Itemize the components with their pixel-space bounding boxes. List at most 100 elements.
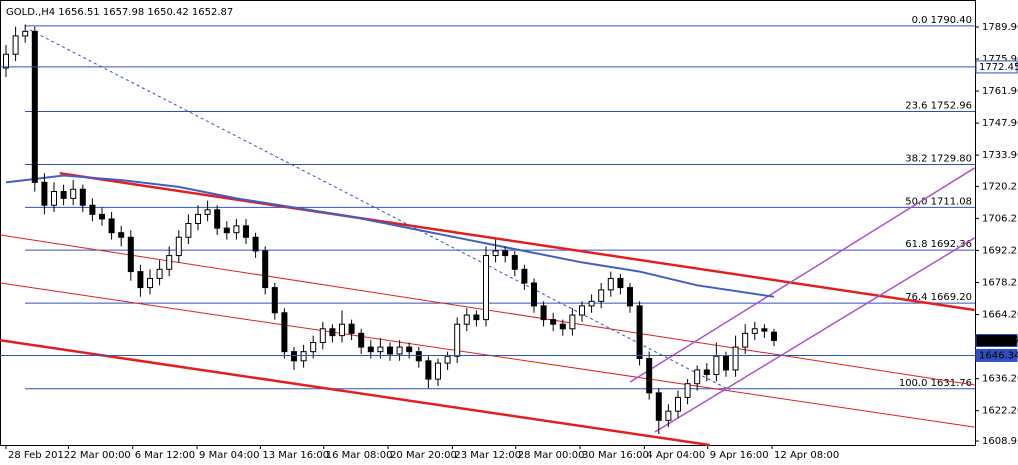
trend-line — [29, 29, 731, 391]
candle-body — [425, 360, 432, 380]
candle-body — [118, 232, 125, 238]
candle-body — [550, 319, 557, 325]
candle-body — [223, 227, 230, 234]
fib-label: 23.6 1752.96 — [905, 101, 972, 112]
x-tick-label: 9 Mar 04:00 — [199, 450, 259, 461]
candle-body — [127, 236, 134, 273]
x-tick-label: 4 Apr 04:00 — [646, 450, 705, 461]
candle-body — [386, 346, 393, 355]
price-marker-label: 1652.87 — [979, 336, 1018, 347]
candle-body — [319, 328, 326, 344]
price-marker-label: 1772.45 — [979, 62, 1018, 73]
candle-body — [329, 328, 336, 337]
candle-body — [31, 30, 38, 183]
candle-body — [530, 282, 537, 307]
y-tick-label: 1720.25 — [982, 181, 1018, 192]
candle-body — [511, 255, 518, 270]
candle-body — [722, 355, 729, 371]
candle-body — [569, 314, 576, 330]
x-tick-label: 6 Mar 12:00 — [135, 450, 195, 461]
candle-body — [617, 277, 624, 289]
candle-body — [684, 383, 691, 398]
candle-body — [214, 209, 221, 229]
candle-body — [242, 225, 249, 238]
fib-label: 76.4 1669.20 — [905, 292, 972, 303]
trend-line — [654, 237, 976, 433]
candle-body — [732, 346, 739, 371]
candle-body — [396, 346, 403, 355]
candle-body — [204, 209, 211, 215]
candle-body — [521, 268, 528, 284]
candle-body — [338, 323, 345, 337]
candle-body — [175, 236, 182, 257]
candle-body — [358, 332, 365, 348]
trend-line — [0, 338, 710, 447]
candle-body — [108, 218, 115, 234]
candle-body — [770, 331, 777, 342]
fib-label: 38.2 1729.80 — [905, 154, 972, 165]
candle-body — [50, 190, 57, 206]
candle-body — [751, 328, 758, 334]
y-tick-label: 1692.25 — [982, 245, 1018, 256]
candle-body — [262, 250, 269, 289]
fib-label: 100.0 1631.76 — [899, 378, 972, 389]
candle-body — [703, 369, 710, 376]
candle-body — [559, 323, 566, 330]
candle-body — [146, 277, 153, 289]
candle-body — [367, 346, 374, 353]
candle-body — [406, 346, 413, 353]
y-tick-label: 1664.20 — [982, 310, 1018, 321]
candle-body — [578, 305, 585, 316]
candle-body — [271, 287, 278, 314]
x-tick-label: 2 Mar 00:00 — [70, 450, 130, 461]
candle-body — [194, 213, 201, 225]
candle-body — [694, 369, 701, 385]
candle-body — [281, 312, 288, 353]
candle-body — [348, 323, 355, 334]
price-marker-box — [975, 348, 1018, 362]
fib-label: 50.0 1711.08 — [905, 196, 972, 207]
x-tick-label: 23 Mar 12:00 — [454, 450, 521, 461]
candle-body — [761, 328, 768, 332]
candle-body — [89, 204, 96, 215]
candle-body — [434, 362, 441, 380]
candle-body — [655, 392, 662, 421]
x-tick-label: 20 Mar 20:00 — [390, 450, 457, 461]
candle-body — [626, 287, 633, 307]
y-tick-label: 1622.20 — [982, 406, 1018, 417]
candle-body — [41, 181, 48, 206]
y-tick-label: 1733.90 — [982, 150, 1018, 161]
candle-body — [588, 300, 595, 307]
candle-body — [713, 355, 720, 376]
candle-body — [22, 30, 29, 37]
y-tick-label: 1789.90 — [982, 22, 1018, 33]
candle-body — [598, 289, 605, 302]
x-tick-label: 30 Mar 16:00 — [582, 450, 649, 461]
y-tick-label: 1678.25 — [982, 277, 1018, 288]
candle-body — [252, 236, 259, 252]
candle-body — [137, 271, 144, 289]
candle-body — [646, 358, 653, 394]
y-tick-label: 1775.90 — [982, 54, 1018, 65]
y-tick-label: 1706.25 — [982, 213, 1018, 224]
chart-title: GOLD.,H4 1656.51 1657.98 1650.42 1652.87 — [6, 7, 233, 18]
y-tick-label: 1608.93 — [982, 436, 1018, 447]
moving-average — [5, 174, 775, 298]
x-tick-label: 28 Mar 00:00 — [518, 450, 585, 461]
candle-body — [156, 268, 163, 279]
fib-label: 0.0 1790.40 — [912, 15, 972, 26]
candle-body — [60, 190, 67, 199]
candle-body — [473, 314, 480, 321]
candle-body — [185, 223, 192, 238]
candle-body — [502, 250, 509, 257]
fib-label: 61.8 1692.36 — [905, 239, 972, 250]
candle-body — [70, 188, 77, 199]
candle-body — [742, 332, 749, 348]
y-tick-label: 1636.20 — [982, 374, 1018, 385]
candle-body — [415, 351, 422, 362]
y-tick-label: 1747.90 — [982, 118, 1018, 129]
candle-body — [540, 305, 547, 321]
candle-body — [607, 277, 614, 291]
x-tick-label: 28 Feb 2012 — [8, 450, 70, 461]
